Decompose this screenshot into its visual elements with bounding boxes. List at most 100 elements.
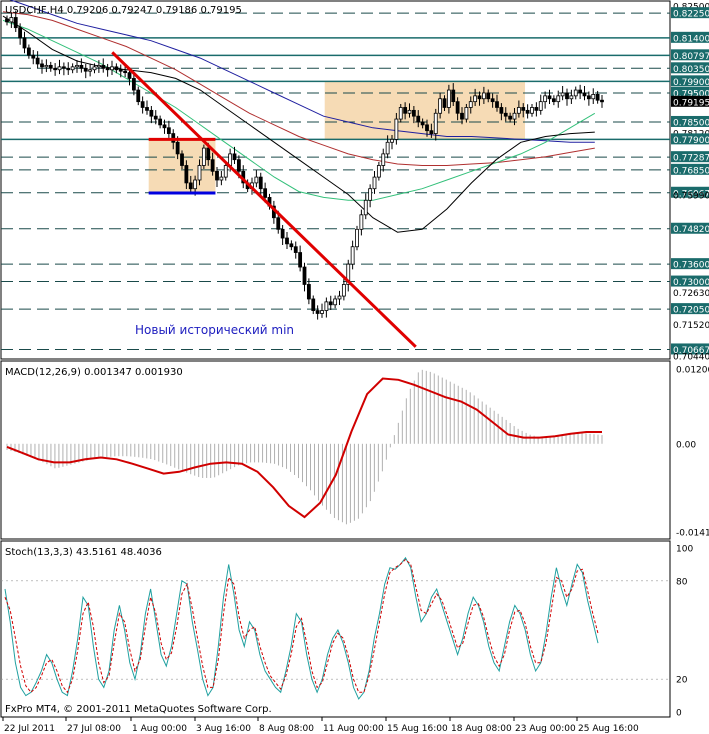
price-label-box: [671, 343, 709, 355]
candle-body: [477, 95, 482, 100]
candle-body: [359, 214, 364, 230]
candle-body: [140, 101, 145, 108]
footer-copyright: FxPro MT4, © 2001-2011 MetaQuotes Softwa…: [5, 704, 272, 715]
candle-body: [394, 118, 399, 140]
candle: [315, 305, 320, 320]
time-axis-label: 25 Aug 16:00: [578, 724, 639, 734]
candle: [61, 62, 66, 76]
candle: [565, 88, 569, 106]
candle-body: [429, 130, 434, 134]
candle: [355, 225, 359, 251]
candle-body: [320, 310, 324, 314]
candle-body: [582, 92, 587, 97]
candle-body: [210, 159, 215, 172]
candle-body: [578, 89, 583, 94]
price-label-box: [671, 275, 709, 287]
candle: [551, 95, 556, 106]
candle: [495, 94, 499, 112]
candle-body: [512, 112, 517, 120]
candle-body: [346, 263, 351, 285]
candle-body: [223, 165, 228, 178]
stoch-axis-label: 20: [676, 676, 688, 686]
price-label: 0.78500: [673, 118, 709, 128]
time-axis-label: 15 Aug 16:00: [387, 724, 448, 734]
candle-body: [263, 188, 268, 198]
candle-body: [145, 107, 149, 111]
candle-body: [75, 64, 79, 68]
candle-body: [503, 112, 508, 117]
candle: [420, 118, 425, 129]
candle-body: [328, 301, 333, 306]
time-axis-label: 11 Aug 00:00: [323, 724, 384, 734]
candle: [83, 63, 88, 79]
candle-body: [40, 63, 44, 68]
candle-body: [70, 66, 75, 71]
candle-body: [573, 89, 578, 97]
candle: [547, 89, 552, 104]
candle: [18, 23, 23, 45]
price-label: 0.76850: [673, 166, 709, 176]
candle-body: [105, 67, 110, 71]
candle-body: [101, 64, 106, 69]
candle-body: [18, 27, 23, 39]
candle: [328, 295, 333, 310]
price-label: 0.75990: [673, 191, 709, 201]
candle-body: [5, 18, 9, 23]
candle: [508, 112, 513, 123]
candle: [521, 103, 526, 118]
candle-body: [158, 118, 163, 126]
candle-body: [381, 153, 386, 166]
macd-axis-label: 0.01206: [676, 365, 709, 375]
candle: [92, 63, 97, 74]
time-axis-label: 8 Aug 08:00: [259, 724, 314, 734]
candle: [153, 110, 158, 125]
price-label-box: [671, 151, 709, 163]
candle-body: [337, 295, 342, 300]
price-label: 0.72050: [673, 306, 709, 316]
candle-body: [385, 141, 390, 155]
candle-body: [547, 95, 552, 100]
candle-body: [53, 67, 58, 71]
candle-body: [425, 124, 429, 132]
candle-body: [460, 112, 464, 120]
candle: [569, 89, 574, 104]
price-label-box: [671, 115, 709, 127]
price-label: 0.71520: [673, 321, 709, 331]
price-label: 0.79500: [673, 89, 709, 99]
price-label-box: [671, 7, 709, 19]
price-label-box: [671, 258, 709, 270]
candle: [503, 107, 508, 122]
stoch-axis-labels: 100 80 20 0: [676, 545, 693, 719]
price-label: 0.77287: [673, 154, 709, 164]
candle-body: [455, 101, 460, 114]
stoch-title: Stoch(13,3,3) 43.5161 48.4036: [5, 547, 162, 558]
stoch-axis-label: 80: [676, 577, 688, 587]
price-label-box: [671, 222, 709, 234]
candle: [201, 144, 206, 169]
candle: [302, 262, 307, 292]
candle-body: [543, 95, 548, 103]
candle: [586, 91, 591, 106]
candle-body: [315, 310, 320, 314]
time-axis-labels: 22 Jul 2011 27 Jul 08:00 1 Aug 00:00 3 Aug …: [2, 717, 639, 734]
candle-body: [341, 284, 346, 297]
candle: [285, 231, 289, 250]
candle-body: [9, 17, 14, 23]
candle: [468, 96, 473, 114]
candle: [114, 63, 119, 74]
candle-body: [368, 188, 373, 201]
price-label-box: [671, 31, 709, 43]
candle: [398, 103, 403, 123]
candle: [446, 84, 451, 114]
candle-body: [175, 141, 180, 155]
candle: [180, 150, 184, 169]
candle-body: [118, 69, 123, 72]
candle-body: [88, 69, 93, 72]
candle-body: [110, 66, 114, 71]
trend-line: [111, 51, 417, 348]
candle: [101, 58, 106, 73]
candle-body: [280, 228, 285, 239]
candle-body: [556, 95, 561, 103]
candle-body: [127, 72, 132, 79]
